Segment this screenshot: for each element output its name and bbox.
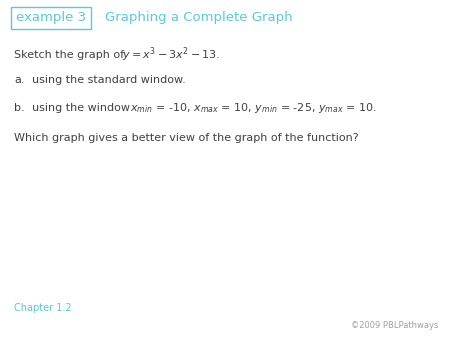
Text: a.: a. — [14, 75, 24, 85]
Text: ©2009 PBLPathways: ©2009 PBLPathways — [351, 321, 438, 331]
Text: Graphing a Complete Graph: Graphing a Complete Graph — [105, 11, 292, 24]
Text: $x_{min}$ = -10, $x_{max}$ = 10, $y_{min}$ = -25, $y_{max}$ = 10.: $x_{min}$ = -10, $x_{max}$ = 10, $y_{min… — [130, 101, 377, 115]
Text: using the standard window.: using the standard window. — [32, 75, 186, 85]
Text: Which graph gives a better view of the graph of the function?: Which graph gives a better view of the g… — [14, 133, 359, 143]
Text: example 3: example 3 — [16, 11, 86, 24]
Text: $y = x^3 - 3x^2 - 13$.: $y = x^3 - 3x^2 - 13$. — [122, 46, 220, 64]
Text: using the window: using the window — [32, 103, 134, 113]
Text: Chapter 1.2: Chapter 1.2 — [14, 303, 72, 313]
FancyBboxPatch shape — [11, 7, 91, 29]
Text: b.: b. — [14, 103, 25, 113]
Text: Sketch the graph of: Sketch the graph of — [14, 50, 124, 60]
